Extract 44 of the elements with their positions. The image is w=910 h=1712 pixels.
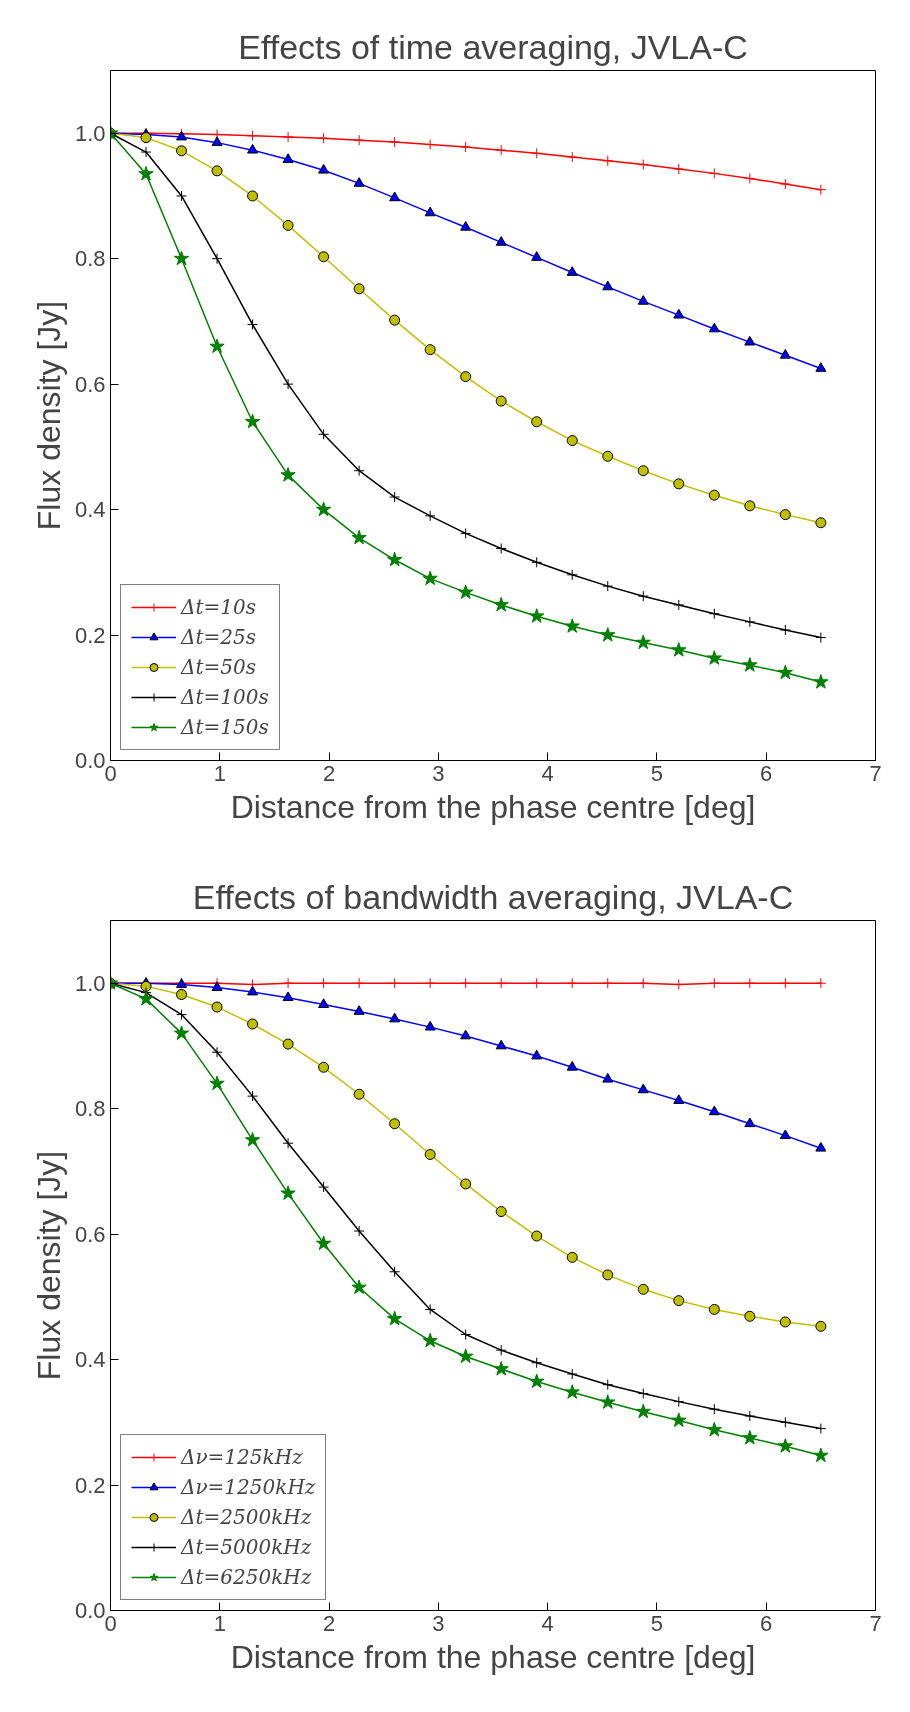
legend-label: Δt=10s bbox=[181, 595, 256, 619]
x-tick-label: 7 bbox=[869, 760, 882, 786]
legend-label: Δt=25s bbox=[181, 625, 256, 649]
y-tick-label: 0.8 bbox=[74, 246, 106, 272]
legend-label: Δt=150s bbox=[181, 715, 269, 739]
legend-label: Δt=5000kHz bbox=[181, 1535, 312, 1559]
x-tick-label: 2 bbox=[322, 1610, 336, 1636]
y-axis-title: Flux density [Jy] bbox=[30, 300, 67, 531]
legend-label: Δν=125kHz bbox=[181, 1445, 303, 1469]
y-tick-label: 0.0 bbox=[74, 1598, 106, 1623]
chart-title: Effects of bandwidth averaging, JVLA-C bbox=[192, 877, 794, 916]
chart-title: Effects of time averaging, JVLA-C bbox=[238, 27, 748, 66]
y-tick-label: 1.0 bbox=[74, 970, 106, 996]
y-tick-label: 0.4 bbox=[74, 497, 106, 523]
y-tick-label: 0.0 bbox=[74, 748, 106, 773]
y-tick-label: 0.6 bbox=[74, 371, 106, 397]
y-tick-label: 0.2 bbox=[74, 1472, 106, 1498]
y-axis-title: Flux density [Jy] bbox=[30, 1150, 67, 1381]
y-tick-label: 0.4 bbox=[74, 1347, 106, 1373]
x-tick-label: 0 bbox=[104, 760, 117, 786]
x-tick-label: 0 bbox=[104, 1610, 117, 1636]
x-axis-title: Distance from the phase centre [deg] bbox=[230, 788, 756, 825]
y-tick-label: 0.8 bbox=[74, 1096, 106, 1122]
legend-label: Δν=1250kHz bbox=[181, 1475, 316, 1499]
x-tick-label: 3 bbox=[432, 1610, 445, 1636]
x-tick-label: 6 bbox=[760, 760, 773, 786]
y-tick-label: 0.6 bbox=[74, 1221, 106, 1247]
x-tick-label: 4 bbox=[541, 1610, 554, 1636]
x-tick-label: 5 bbox=[650, 1610, 664, 1636]
legend-label: Δt=100s bbox=[181, 685, 269, 709]
x-tick-label: 6 bbox=[760, 1610, 773, 1636]
x-tick-label: 1 bbox=[213, 1610, 226, 1636]
legend-label: Δt=2500kHz bbox=[181, 1505, 312, 1529]
x-tick-label: 1 bbox=[213, 760, 226, 786]
x-axis-title: Distance from the phase centre [deg] bbox=[230, 1638, 756, 1675]
x-tick-label: 2 bbox=[322, 760, 336, 786]
y-tick-label: 1.0 bbox=[74, 120, 106, 146]
legend-label: Δt=50s bbox=[181, 655, 256, 679]
x-tick-label: 4 bbox=[541, 760, 554, 786]
y-tick-label: 0.2 bbox=[74, 622, 106, 648]
x-tick-label: 5 bbox=[650, 760, 664, 786]
x-tick-label: 7 bbox=[869, 1610, 882, 1636]
x-tick-label: 3 bbox=[432, 760, 445, 786]
legend-label: Δt=6250kHz bbox=[181, 1565, 312, 1589]
